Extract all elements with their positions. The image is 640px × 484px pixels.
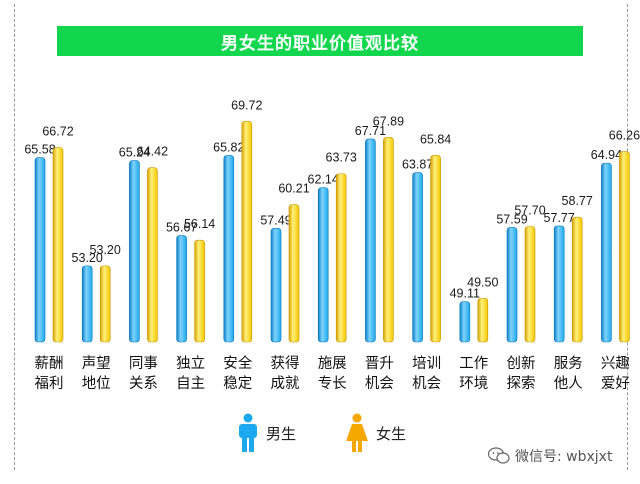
value-label-male-8: 63.87 (402, 158, 433, 172)
value-label-female-3: 56.14 (184, 217, 215, 231)
female-person-icon (346, 413, 368, 452)
category-label-5-0: 获得 (271, 355, 300, 372)
value-label-male-1: 53.20 (72, 251, 103, 265)
legend-male: 男生 (236, 413, 296, 453)
bar-male-11 (553, 225, 565, 343)
bar-female-12 (619, 151, 630, 343)
chart-title: 男女生的职业价值观比较 (57, 26, 583, 56)
bar-male-1 (81, 265, 93, 343)
category-label-12-0: 兴趣 (601, 355, 630, 372)
category-label-10-0: 创新 (507, 355, 536, 372)
bar-male-2 (129, 160, 140, 343)
bar-male-8 (412, 172, 423, 343)
value-label-female-1: 53.20 (90, 243, 121, 257)
wechat-icon (488, 447, 510, 464)
bar-female-5 (288, 204, 300, 343)
category-label-11-1: 他人 (554, 375, 583, 392)
bar-female-0 (52, 147, 64, 343)
value-label-male-10: 57.59 (496, 212, 527, 226)
value-label-female-7: 67.89 (373, 114, 404, 128)
value-label-male-9: 49.11 (450, 287, 480, 301)
value-label-female-2: 64.42 (137, 145, 168, 159)
value-label-male-6: 62.14 (308, 173, 339, 187)
category-label-7-1: 机会 (365, 375, 394, 392)
bar-female-1 (99, 265, 111, 343)
value-label-male-12: 64.94 (591, 148, 622, 162)
value-label-female-0: 66.72 (42, 125, 73, 139)
value-label-male-0: 65.58 (24, 143, 55, 157)
category-label-8-1: 机会 (412, 375, 441, 392)
value-label-male-4: 65.82 (213, 140, 244, 154)
value-label-male-5: 57.49 (260, 213, 291, 227)
category-label-1-1: 地位 (82, 375, 111, 392)
male-person-icon (239, 413, 257, 452)
category-label-9-1: 环境 (459, 374, 488, 392)
value-label-male-2: 65.24 (119, 146, 150, 160)
category-label-3-0: 独立 (176, 355, 205, 372)
category-label-6-1: 专长 (318, 375, 347, 392)
category-label-2-1: 关系 (129, 375, 158, 392)
bar-female-9 (477, 297, 489, 343)
bar-female-2 (147, 167, 158, 343)
legend-female: 女生 (344, 413, 406, 453)
bar-male-7 (365, 138, 376, 343)
value-label-female-10: 57.70 (514, 204, 545, 218)
bar-male-4 (223, 155, 235, 343)
value-label-female-9: 49.50 (467, 275, 498, 289)
legend-male-label: 男生 (266, 424, 297, 443)
watermark-text: 微信号: wbxjxt (515, 449, 613, 465)
bar-female-6 (335, 173, 347, 343)
value-label-male-3: 56.67 (166, 221, 197, 235)
bar-male-6 (317, 187, 329, 343)
category-label-11-0: 服务 (554, 355, 583, 372)
category-label-9-0: 工作 (459, 355, 488, 372)
bar-male-3 (176, 235, 187, 343)
category-label-10-1: 探索 (507, 375, 536, 392)
value-label-female-11: 58.77 (562, 194, 593, 208)
category-label-0-0: 薪酬 (35, 355, 64, 372)
category-label-0-1: 福利 (35, 375, 64, 392)
category-label-5-1: 成就 (271, 375, 300, 392)
value-label-female-4: 69.72 (231, 98, 262, 112)
bar-female-10 (524, 226, 536, 343)
value-label-female-5: 60.21 (278, 182, 309, 196)
bar-female-3 (194, 239, 205, 343)
category-label-4-0: 安全 (223, 354, 252, 372)
bar-male-12 (601, 162, 612, 343)
value-label-female-8: 65.84 (420, 132, 451, 146)
bar-male-5 (270, 228, 282, 343)
category-label-1-0: 声望 (82, 354, 111, 372)
bar-male-9 (459, 301, 471, 343)
bar-female-8 (430, 154, 441, 343)
bar-female-4 (241, 121, 253, 343)
category-label-8-0: 培训 (412, 355, 441, 372)
value-label-male-7: 67.71 (355, 124, 386, 138)
category-label-12-1: 爱好 (601, 375, 630, 392)
value-label-female-12: 66.26 (609, 129, 640, 143)
category-label-4-1: 稳定 (223, 375, 252, 392)
watermark: 微信号: wbxjxt (488, 446, 612, 466)
value-label-male-11: 57.77 (544, 211, 575, 225)
category-label-7-0: 晋升 (365, 355, 394, 372)
category-label-3-1: 自主 (176, 375, 205, 392)
bar-female-7 (383, 137, 394, 343)
category-label-6-0: 施展 (318, 355, 347, 372)
bar-male-10 (506, 227, 518, 343)
value-label-female-6: 63.73 (326, 151, 357, 165)
bar-female-11 (571, 216, 583, 343)
bar-male-0 (34, 157, 46, 343)
category-label-2-0: 同事 (129, 355, 158, 372)
legend-female-label: 女生 (376, 424, 407, 443)
